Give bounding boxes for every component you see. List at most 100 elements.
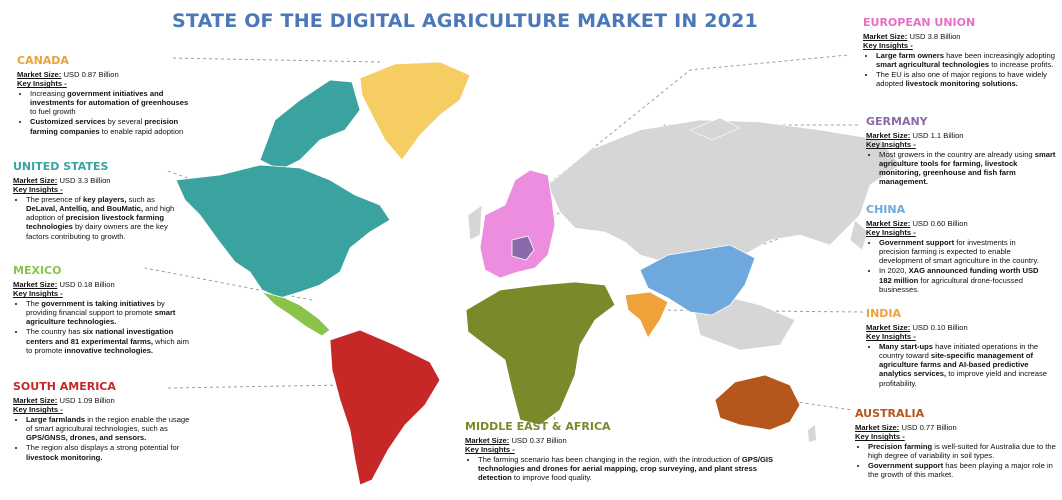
key-insights-label: Key Insights - — [866, 228, 916, 238]
region-shape-canada-islands — [259, 79, 361, 171]
key-insights-label: Key Insights - — [465, 445, 515, 455]
insight-list: Increasing government initiatives and in… — [17, 89, 189, 136]
region-name: SOUTH AMERICA — [13, 380, 116, 393]
region-name: MIDDLE EAST & AFRICA — [465, 420, 611, 433]
insight-item: Most growers in the country are already … — [879, 150, 1060, 187]
market-size-value: USD 3.8 Billion — [909, 32, 961, 41]
region-shape-south-america — [329, 329, 441, 486]
market-size-label: Market Size: — [866, 323, 911, 332]
insight-list: Large farm owners have been increasingly… — [863, 51, 1061, 89]
region-name: AUSTRALIA — [855, 407, 925, 420]
insight-item: The country has six national investigati… — [26, 327, 191, 355]
insight-list: The government is taking initiatives by … — [13, 299, 191, 356]
region-shape-nz — [808, 425, 816, 442]
region-shape-germany — [511, 235, 535, 261]
market-size: Market Size: USD 3.3 Billion — [13, 176, 181, 185]
insight-item: Precision farming is well-suited for Aus… — [868, 442, 1060, 461]
market-size-value: USD 0.37 Billion — [511, 436, 567, 445]
market-size: Market Size: USD 0.87 Billion — [17, 70, 189, 79]
market-size-value: USD 0.18 Billion — [59, 280, 115, 289]
insight-list: The farming scenario has been changing i… — [465, 455, 785, 483]
panel-mea: MIDDLE EAST & AFRICA Market Size: USD 0.3… — [465, 420, 785, 483]
market-size: Market Size: USD 3.8 Billion — [863, 32, 1061, 41]
market-size: Market Size: USD 0.18 Billion — [13, 280, 191, 289]
market-size: Market Size: USD 1.09 Billion — [13, 396, 191, 405]
insight-item: Large farmlands in the region enable the… — [26, 415, 191, 443]
region-shape-india — [624, 291, 669, 339]
market-size: Market Size: USD 0.37 Billion — [465, 436, 785, 445]
market-size-label: Market Size: — [866, 219, 911, 228]
region-name: MEXICO — [13, 264, 62, 277]
market-size-label: Market Size: — [13, 176, 58, 185]
market-size-label: Market Size: — [866, 131, 911, 140]
market-size-value: USD 3.3 Billion — [59, 176, 111, 185]
insight-item: The presence of key players, such as DeL… — [26, 195, 181, 241]
key-insights-label: Key Insights - — [13, 289, 63, 299]
market-size-value: USD 0.10 Billion — [912, 323, 968, 332]
region-shape-mea — [465, 281, 616, 426]
region-name: UNITED STATES — [13, 160, 109, 173]
market-size: Market Size: USD 1.1 Billion — [866, 131, 1060, 140]
region-name: EUROPEAN UNION — [863, 16, 976, 29]
region-shape-china — [639, 244, 756, 316]
panel-australia: AUSTRALIA Market Size: USD 0.77 Billion Ke… — [855, 407, 1060, 481]
insight-item: The farming scenario has been changing i… — [478, 455, 785, 483]
region-shape-mexico — [260, 291, 331, 337]
panel-india: INDIA Market Size: USD 0.10 Billion Key In… — [866, 307, 1060, 389]
region-name: INDIA — [866, 307, 902, 320]
panel-south_america: SOUTH AMERICA Market Size: USD 1.09 Billi… — [13, 380, 191, 463]
panel-eu: EUROPEAN UNION Market Size: USD 3.8 Billi… — [863, 16, 1061, 90]
insight-item: Increasing government initiatives and in… — [30, 89, 189, 117]
insight-item: Large farm owners have been increasingly… — [876, 51, 1061, 70]
key-insights-label: Key Insights - — [866, 140, 916, 150]
market-size: Market Size: USD 0.10 Billion — [866, 323, 1060, 332]
insight-item: In 2020, XAG announced funding worth USD… — [879, 266, 1042, 294]
infographic-title: STATE OF THE DIGITAL AGRICULTURE MARKET … — [172, 10, 758, 32]
panel-germany: GERMANY Market Size: USD 1.1 Billion Key I… — [866, 115, 1060, 188]
region-shape-canada — [359, 61, 471, 161]
insight-item: The region also displays a strong potent… — [26, 443, 191, 462]
market-size: Market Size: USD 0.77 Billion — [855, 423, 1060, 432]
region-shape-us — [175, 164, 391, 299]
key-insights-label: Key Insights - — [13, 405, 63, 415]
insight-item: Government support has been playing a ma… — [868, 461, 1060, 480]
market-size-value: USD 1.1 Billion — [912, 131, 964, 140]
region-name: CHINA — [866, 203, 906, 216]
market-size-label: Market Size: — [17, 70, 62, 79]
insight-item: Many start-ups have initiated operations… — [879, 342, 1060, 388]
market-size-label: Market Size: — [863, 32, 908, 41]
market-size-value: USD 0.60 Billion — [912, 219, 968, 228]
market-size-label: Market Size: — [13, 396, 58, 405]
insight-list: Most growers in the country are already … — [866, 150, 1060, 187]
market-size-label: Market Size: — [465, 436, 510, 445]
key-insights-label: Key Insights - — [866, 332, 916, 342]
region-name: GERMANY — [866, 115, 928, 128]
insight-item: Customized services by several precision… — [30, 117, 189, 136]
panel-mexico: MEXICO Market Size: USD 0.18 Billion Key I… — [13, 264, 191, 356]
market-size-value: USD 0.77 Billion — [901, 423, 957, 432]
market-size: Market Size: USD 0.60 Billion — [866, 219, 1042, 228]
insight-list: Many start-ups have initiated operations… — [866, 342, 1060, 388]
market-size-value: USD 0.87 Billion — [63, 70, 119, 79]
key-insights-label: Key Insights - — [863, 41, 913, 51]
insight-list: Large farmlands in the region enable the… — [13, 415, 191, 462]
market-size-label: Market Size: — [855, 423, 900, 432]
key-insights-label: Key Insights - — [855, 432, 905, 442]
region-shape-australia — [714, 374, 801, 431]
region-shape-eu — [479, 169, 556, 279]
region-name: CANADA — [17, 54, 69, 67]
market-size-label: Market Size: — [13, 280, 58, 289]
panel-canada: CANADA Market Size: USD 0.87 Billion Key I… — [17, 54, 189, 137]
market-size-value: USD 1.09 Billion — [59, 396, 115, 405]
panel-us: UNITED STATES Market Size: USD 3.3 Billio… — [13, 160, 181, 242]
insight-list: Precision farming is well-suited for Aus… — [855, 442, 1060, 480]
insight-item: The EU is also one of major regions to h… — [876, 70, 1061, 89]
key-insights-label: Key Insights - — [17, 79, 67, 89]
insight-list: Government support for investments in pr… — [866, 238, 1042, 295]
panel-china: CHINA Market Size: USD 0.60 Billion Key In… — [866, 203, 1042, 295]
insight-item: Government support for investments in pr… — [879, 238, 1042, 266]
insight-list: The presence of key players, such as DeL… — [13, 195, 181, 241]
key-insights-label: Key Insights - — [13, 185, 63, 195]
insight-item: The government is taking initiatives by … — [26, 299, 191, 327]
